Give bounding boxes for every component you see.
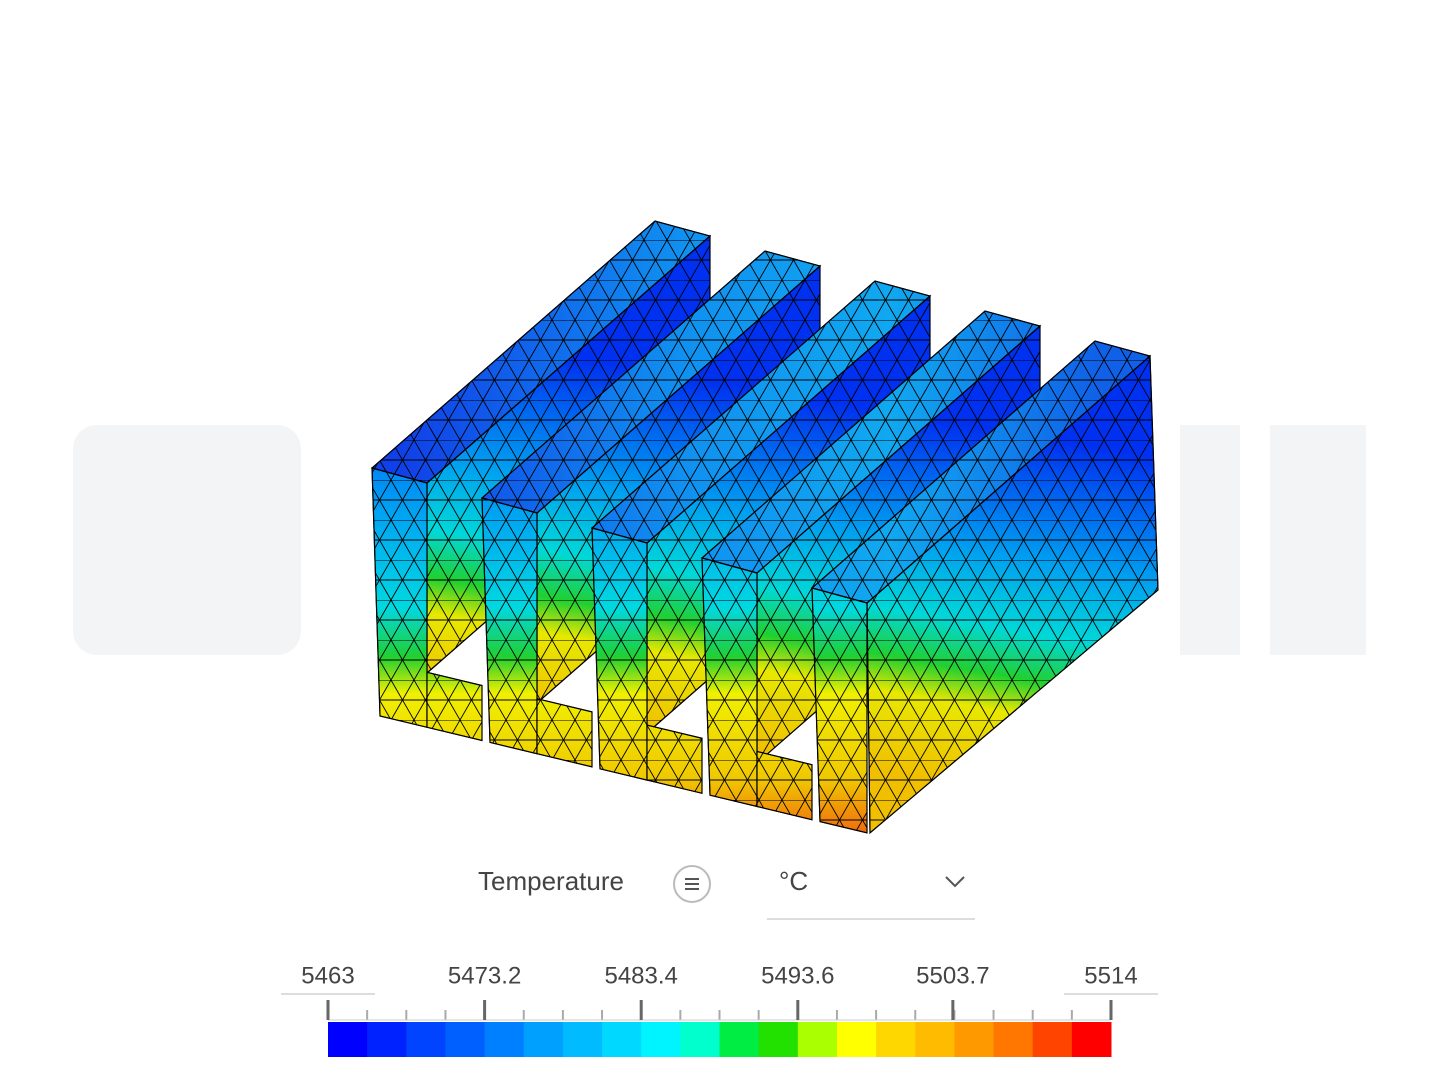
tick-label: 5514 [1084,962,1137,989]
base-front-mesh [536,697,593,768]
unit-select[interactable]: °C [767,866,975,920]
color-band [954,1022,995,1057]
color-band [602,1022,642,1057]
unit-label: °C [779,866,808,896]
color-band [484,1022,525,1057]
tick-label: 5463 [301,962,354,989]
color-band [641,1022,681,1057]
color-band [836,1022,877,1057]
color-band [562,1022,603,1057]
heat-sink-model [370,220,1159,835]
color-band [993,1022,1034,1057]
fin-front-mesh [481,497,538,755]
watermark [73,425,1366,655]
color-band [445,1022,486,1057]
tick-label: 5473.2 [448,962,521,989]
tick-label: 5493.6 [761,962,834,989]
color-band [680,1022,720,1057]
fin-front-mesh [371,467,428,729]
color-band [328,1022,368,1057]
color-bar: 5463 5473.2 5483.4 5493.6 5503.7 5514 [281,962,1158,1057]
fin-front-mesh [701,557,758,808]
color-band [915,1022,955,1057]
color-band [758,1022,799,1057]
base-front-mesh [426,671,483,742]
base-front-mesh [756,750,813,821]
color-band [1032,1022,1073,1057]
color-band [719,1022,760,1057]
tick-label: 5503.7 [916,962,989,989]
fin-front-mesh [811,587,868,834]
color-band [523,1022,564,1057]
field-menu-button[interactable] [673,865,711,903]
color-band [367,1022,407,1057]
color-band [797,1022,838,1057]
color-band [876,1022,916,1057]
color-band [1071,1022,1112,1057]
field-label: Temperature [478,866,624,896]
fin-front-mesh [591,527,648,781]
color-band [406,1022,446,1057]
base-front-mesh [646,724,703,795]
tick-label: 5483.4 [604,962,677,989]
